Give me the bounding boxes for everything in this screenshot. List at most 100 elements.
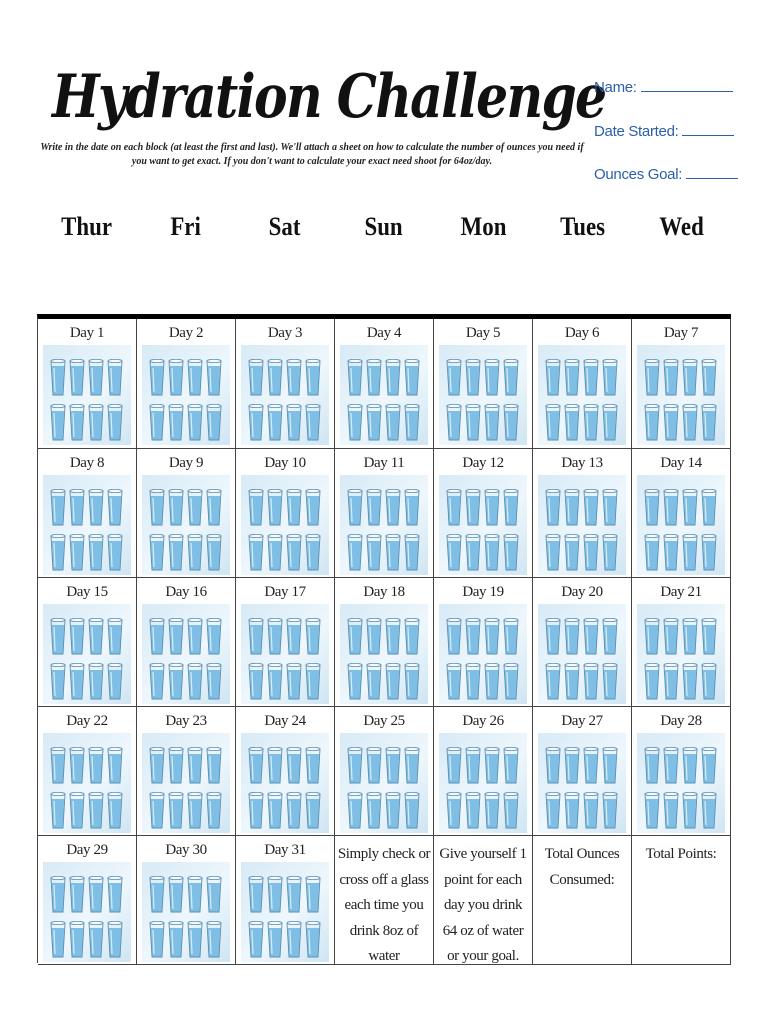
water-glass-icon[interactable]: [682, 746, 698, 784]
water-glass-icon[interactable]: [663, 534, 679, 571]
water-glass-icon[interactable]: [503, 404, 519, 441]
water-glass-icon[interactable]: [69, 358, 85, 396]
water-glass-icon[interactable]: [644, 534, 660, 571]
water-glass-icon[interactable]: [503, 488, 519, 526]
water-glass-icon[interactable]: [564, 404, 580, 441]
water-glass-icon[interactable]: [663, 358, 679, 396]
water-glass-icon[interactable]: [248, 875, 264, 913]
water-glass-icon[interactable]: [644, 358, 660, 396]
water-glass-icon[interactable]: [286, 663, 302, 700]
water-glass-icon[interactable]: [305, 792, 321, 829]
water-glass-icon[interactable]: [107, 534, 123, 571]
water-glass-icon[interactable]: [347, 663, 363, 700]
water-glass-icon[interactable]: [50, 358, 66, 396]
water-glass-icon[interactable]: [564, 792, 580, 829]
water-glass-icon[interactable]: [286, 746, 302, 784]
water-glass-icon[interactable]: [88, 875, 104, 913]
water-glass-icon[interactable]: [187, 663, 203, 700]
water-glass-icon[interactable]: [404, 404, 420, 441]
water-glass-icon[interactable]: [248, 488, 264, 526]
water-glass-icon[interactable]: [701, 488, 717, 526]
water-glass-icon[interactable]: [187, 534, 203, 571]
water-glass-icon[interactable]: [465, 792, 481, 829]
water-glass-icon[interactable]: [107, 358, 123, 396]
water-glass-icon[interactable]: [465, 358, 481, 396]
water-glass-icon[interactable]: [88, 792, 104, 829]
date-started-blank[interactable]: [682, 121, 735, 136]
water-glass-icon[interactable]: [602, 617, 618, 655]
water-glass-icon[interactable]: [602, 792, 618, 829]
water-glass-icon[interactable]: [404, 488, 420, 526]
water-glass-icon[interactable]: [107, 404, 123, 441]
water-glass-icon[interactable]: [682, 617, 698, 655]
water-glass-icon[interactable]: [50, 875, 66, 913]
water-glass-icon[interactable]: [366, 404, 382, 441]
water-glass-icon[interactable]: [404, 534, 420, 571]
water-glass-icon[interactable]: [286, 875, 302, 913]
water-glass-icon[interactable]: [682, 534, 698, 571]
water-glass-icon[interactable]: [248, 358, 264, 396]
water-glass-icon[interactable]: [701, 792, 717, 829]
water-glass-icon[interactable]: [503, 663, 519, 700]
water-glass-icon[interactable]: [347, 358, 363, 396]
water-glass-icon[interactable]: [107, 921, 123, 958]
water-glass-icon[interactable]: [187, 921, 203, 958]
water-glass-icon[interactable]: [88, 488, 104, 526]
water-glass-icon[interactable]: [503, 617, 519, 655]
water-glass-icon[interactable]: [107, 792, 123, 829]
water-glass-icon[interactable]: [107, 488, 123, 526]
water-glass-icon[interactable]: [305, 875, 321, 913]
water-glass-icon[interactable]: [168, 358, 184, 396]
water-glass-icon[interactable]: [602, 404, 618, 441]
water-glass-icon[interactable]: [50, 404, 66, 441]
water-glass-icon[interactable]: [69, 746, 85, 784]
water-glass-icon[interactable]: [583, 792, 599, 829]
water-glass-icon[interactable]: [347, 404, 363, 441]
water-glass-icon[interactable]: [564, 746, 580, 784]
water-glass-icon[interactable]: [366, 534, 382, 571]
water-glass-icon[interactable]: [644, 663, 660, 700]
water-glass-icon[interactable]: [286, 792, 302, 829]
water-glass-icon[interactable]: [404, 617, 420, 655]
water-glass-icon[interactable]: [385, 534, 401, 571]
water-glass-icon[interactable]: [366, 617, 382, 655]
water-glass-icon[interactable]: [545, 792, 561, 829]
water-glass-icon[interactable]: [564, 534, 580, 571]
water-glass-icon[interactable]: [305, 746, 321, 784]
water-glass-icon[interactable]: [602, 663, 618, 700]
water-glass-icon[interactable]: [168, 488, 184, 526]
water-glass-icon[interactable]: [366, 746, 382, 784]
water-glass-icon[interactable]: [644, 404, 660, 441]
water-glass-icon[interactable]: [267, 534, 283, 571]
water-glass-icon[interactable]: [602, 358, 618, 396]
water-glass-icon[interactable]: [187, 404, 203, 441]
water-glass-icon[interactable]: [545, 663, 561, 700]
water-glass-icon[interactable]: [446, 404, 462, 441]
water-glass-icon[interactable]: [305, 358, 321, 396]
water-glass-icon[interactable]: [701, 663, 717, 700]
water-glass-icon[interactable]: [347, 617, 363, 655]
water-glass-icon[interactable]: [149, 617, 165, 655]
water-glass-icon[interactable]: [267, 792, 283, 829]
water-glass-icon[interactable]: [545, 358, 561, 396]
water-glass-icon[interactable]: [465, 534, 481, 571]
water-glass-icon[interactable]: [168, 404, 184, 441]
water-glass-icon[interactable]: [545, 534, 561, 571]
water-glass-icon[interactable]: [88, 921, 104, 958]
water-glass-icon[interactable]: [149, 358, 165, 396]
water-glass-icon[interactable]: [583, 404, 599, 441]
water-glass-icon[interactable]: [88, 404, 104, 441]
water-glass-icon[interactable]: [168, 792, 184, 829]
water-glass-icon[interactable]: [446, 617, 462, 655]
water-glass-icon[interactable]: [168, 617, 184, 655]
water-glass-icon[interactable]: [385, 663, 401, 700]
water-glass-icon[interactable]: [149, 488, 165, 526]
water-glass-icon[interactable]: [286, 404, 302, 441]
water-glass-icon[interactable]: [286, 488, 302, 526]
water-glass-icon[interactable]: [206, 875, 222, 913]
water-glass-icon[interactable]: [305, 404, 321, 441]
water-glass-icon[interactable]: [682, 404, 698, 441]
water-glass-icon[interactable]: [465, 617, 481, 655]
water-glass-icon[interactable]: [682, 488, 698, 526]
water-glass-icon[interactable]: [107, 617, 123, 655]
